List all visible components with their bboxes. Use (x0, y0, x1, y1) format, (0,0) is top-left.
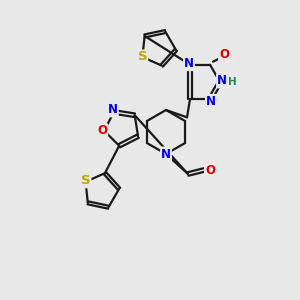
Text: O: O (219, 48, 229, 61)
Text: H: H (228, 77, 236, 87)
Text: N: N (161, 148, 171, 160)
Text: O: O (205, 164, 215, 176)
Text: N: N (217, 74, 227, 88)
Text: N: N (206, 95, 216, 108)
Text: N: N (108, 103, 118, 116)
Text: S: S (138, 50, 147, 64)
Text: O: O (97, 124, 107, 137)
Text: N: N (184, 57, 194, 70)
Text: S: S (81, 174, 90, 187)
